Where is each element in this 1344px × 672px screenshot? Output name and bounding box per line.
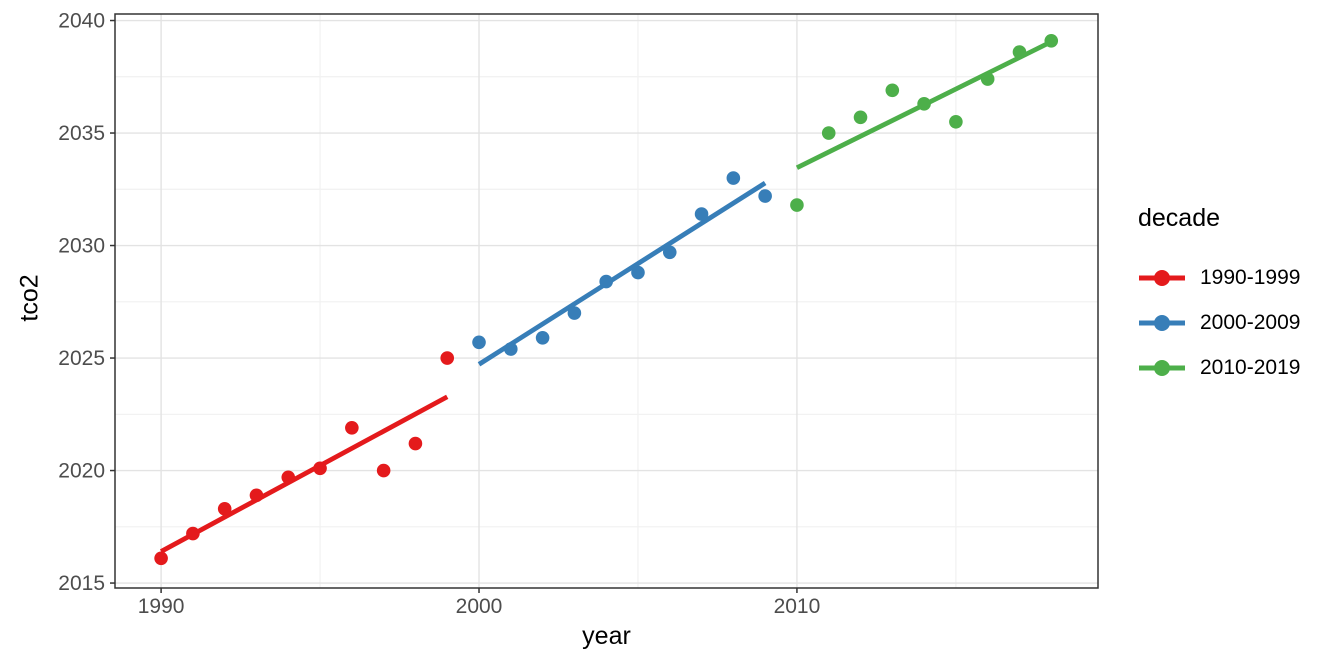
series-2010-2019 xyxy=(790,33,1059,212)
data-point xyxy=(217,501,232,516)
panel-border xyxy=(114,13,1099,589)
data-point xyxy=(821,126,836,140)
series-1990-1999 xyxy=(154,351,455,566)
legend-title: decade xyxy=(1138,204,1221,232)
trend-line xyxy=(477,180,767,367)
legend-key-icon xyxy=(1139,359,1185,376)
panel-background xyxy=(115,14,1098,588)
legend: decade 1990-1999 2000-2009 2010-2019 xyxy=(1138,203,1300,390)
data-point xyxy=(662,245,677,260)
legend-item-label: 1990-1999 xyxy=(1200,265,1301,289)
legend-item: 2010-2019 xyxy=(1138,345,1300,390)
data-point xyxy=(281,470,296,485)
y-tick-label: 2015 xyxy=(58,572,105,595)
data-point xyxy=(853,110,868,125)
data-point xyxy=(186,526,200,541)
data-point xyxy=(567,306,582,320)
y-tick-label: 2030 xyxy=(58,235,105,258)
data-point xyxy=(313,461,327,476)
legend-item-label: 2000-2009 xyxy=(1200,310,1301,334)
y-tick-label: 2040 xyxy=(58,10,105,33)
data-point xyxy=(472,335,486,350)
x-axis-title: year xyxy=(582,622,631,650)
data-point xyxy=(694,207,709,221)
data-point xyxy=(790,198,804,212)
legend-item: 2000-2009 xyxy=(1138,300,1300,345)
data-point xyxy=(599,274,613,289)
axis-ticks xyxy=(110,19,798,593)
x-tick-label: 2010 xyxy=(774,595,821,618)
data-point xyxy=(535,330,550,345)
data-point xyxy=(917,96,931,111)
data-point xyxy=(408,436,423,451)
data-point xyxy=(631,265,645,280)
y-axis-title: tco2 xyxy=(15,274,44,322)
data-point xyxy=(758,189,772,203)
x-tick-label: 1990 xyxy=(138,595,185,618)
data-point xyxy=(980,72,995,86)
legend-key-icon xyxy=(1139,269,1185,286)
data-point xyxy=(949,114,963,129)
legend-item: 1990-1999 xyxy=(1138,255,1300,300)
grid-major xyxy=(115,14,1098,588)
data-point xyxy=(726,171,741,185)
x-tick-label: 2000 xyxy=(456,595,503,618)
data-point xyxy=(504,342,518,356)
data-point xyxy=(249,488,264,503)
data-point xyxy=(376,463,391,478)
trend-line xyxy=(159,394,449,554)
series-2000-2009 xyxy=(472,171,772,367)
y-tick-label: 2035 xyxy=(58,122,105,145)
y-tick-labels: 2015 2020 2025 2030 2035 2040 xyxy=(58,10,105,596)
data-point xyxy=(440,351,455,365)
y-tick-label: 2025 xyxy=(58,347,105,370)
data-point xyxy=(345,420,359,435)
x-tick-labels: 1990 2000 2010 xyxy=(138,595,821,618)
data-point xyxy=(1012,45,1027,59)
data-point xyxy=(1044,33,1059,48)
grid-minor xyxy=(115,14,1098,588)
y-tick-label: 2020 xyxy=(58,460,105,483)
legend-item-label: 2010-2019 xyxy=(1200,355,1301,379)
data-point xyxy=(885,83,900,98)
legend-key-icon xyxy=(1139,314,1185,331)
data-point xyxy=(154,551,168,566)
legend-items: 1990-1999 2000-2009 2010-2019 xyxy=(1138,255,1300,390)
